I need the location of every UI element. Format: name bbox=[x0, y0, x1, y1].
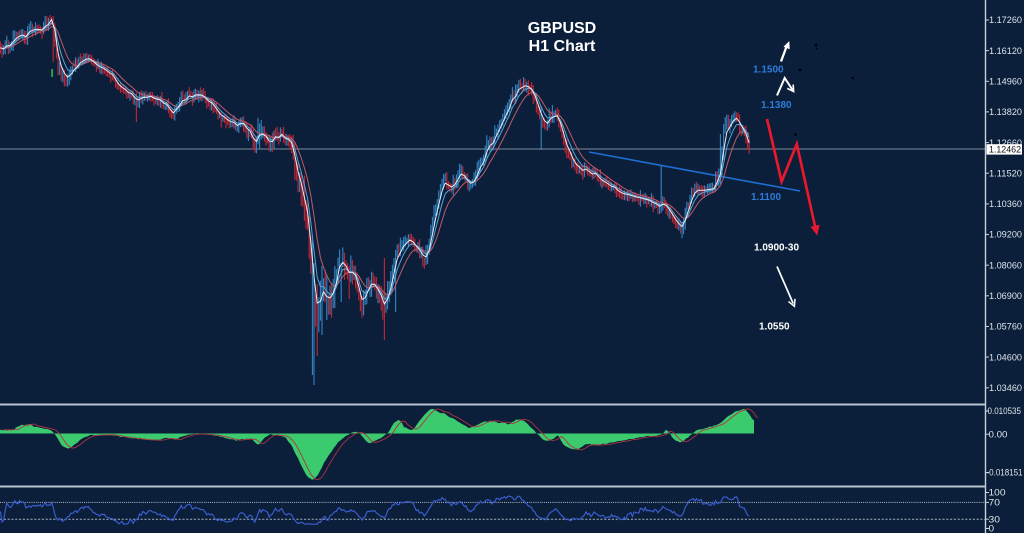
svg-text:0.010535: 0.010535 bbox=[988, 406, 1022, 416]
svg-text:GBPUSD: GBPUSD bbox=[528, 20, 596, 37]
svg-text:1.12660: 1.12660 bbox=[989, 138, 1022, 148]
svg-text:1.0900-30: 1.0900-30 bbox=[754, 243, 799, 254]
svg-text:100: 100 bbox=[989, 488, 1006, 498]
svg-text:1.08060: 1.08060 bbox=[989, 260, 1022, 270]
svg-text:1.05760: 1.05760 bbox=[989, 322, 1022, 332]
svg-text:1.16120: 1.16120 bbox=[989, 46, 1022, 56]
svg-text:1.1100: 1.1100 bbox=[751, 192, 781, 203]
svg-text:1.06900: 1.06900 bbox=[989, 291, 1022, 301]
svg-text:1.0550: 1.0550 bbox=[759, 322, 790, 333]
svg-text:H1 Chart: H1 Chart bbox=[529, 38, 596, 55]
svg-text:1.03460: 1.03460 bbox=[989, 383, 1022, 393]
svg-text:1.14960: 1.14960 bbox=[989, 77, 1022, 87]
svg-text:0: 0 bbox=[989, 524, 995, 533]
svg-text:1.10360: 1.10360 bbox=[989, 199, 1022, 209]
svg-text:70: 70 bbox=[989, 498, 1001, 508]
svg-text:1.09200: 1.09200 bbox=[989, 230, 1022, 240]
svg-text:-0.018151: -0.018151 bbox=[987, 468, 1023, 478]
svg-text:1.13820: 1.13820 bbox=[989, 107, 1022, 117]
svg-text:1.17260: 1.17260 bbox=[989, 15, 1022, 25]
svg-text:1.11520: 1.11520 bbox=[989, 168, 1022, 178]
svg-text:30: 30 bbox=[989, 514, 1001, 524]
svg-text:1.04600: 1.04600 bbox=[989, 352, 1022, 362]
svg-text:0.00: 0.00 bbox=[989, 429, 1008, 439]
svg-text:1.1380: 1.1380 bbox=[761, 100, 792, 111]
svg-text:1.1500: 1.1500 bbox=[753, 65, 784, 76]
svg-text:1.12462: 1.12462 bbox=[989, 144, 1021, 155]
